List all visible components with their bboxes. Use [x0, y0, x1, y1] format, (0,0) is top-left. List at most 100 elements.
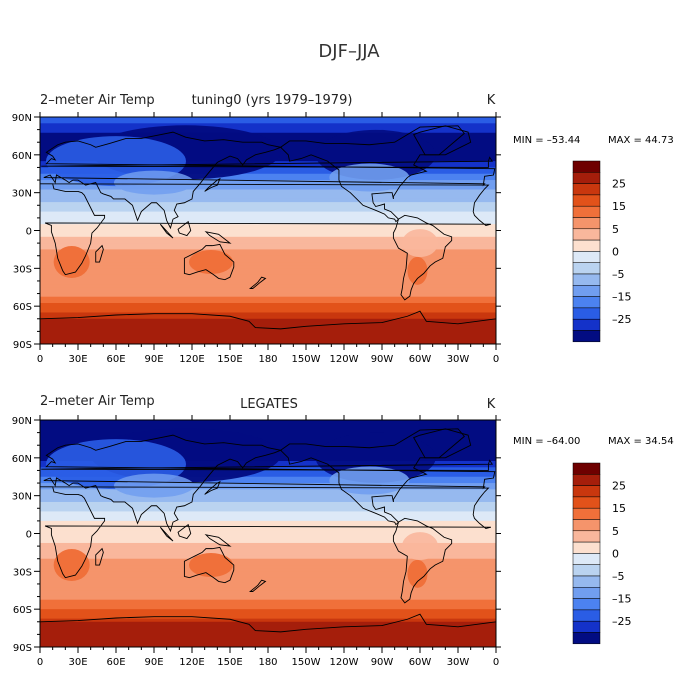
x-tick-label: 0 — [493, 354, 499, 365]
coastline — [204, 534, 232, 547]
zonal-band — [40, 568, 496, 572]
coastline — [177, 220, 192, 237]
colorbar-swatch — [572, 285, 601, 297]
colorbar-swatch — [572, 160, 601, 173]
coastline — [40, 486, 492, 579]
zonal-band — [40, 615, 496, 620]
colorbar-label: –25 — [612, 615, 632, 628]
y-tick-label: 90N — [12, 113, 32, 124]
zonal-band — [40, 132, 496, 137]
coastline — [41, 459, 494, 471]
zonal-band — [40, 277, 496, 282]
coastline — [40, 310, 496, 344]
zonal-band — [40, 195, 496, 200]
zonal-band — [40, 618, 496, 623]
zonal-band — [40, 135, 496, 140]
amazon-warm — [402, 229, 438, 258]
colorbar-swatch — [572, 564, 601, 577]
australia-warm — [189, 553, 233, 578]
x-tick-label: 30W — [447, 657, 470, 668]
zonal-band — [40, 599, 496, 604]
colorbar-swatch — [572, 251, 601, 263]
panel-bottom: 2–meter Air Temp LEGATES K MIN = –64.00 … — [12, 394, 674, 668]
zonal-band — [40, 420, 496, 424]
max-label: MAX = 44.73 — [608, 135, 674, 146]
zonal-band — [40, 574, 496, 579]
y-tick-label: 90S — [13, 340, 32, 351]
zonal-band — [40, 489, 496, 494]
zonal-band — [40, 249, 496, 254]
colorbar-swatch — [572, 485, 601, 498]
colorbar-label: 5 — [612, 525, 619, 538]
zonal-band — [40, 429, 496, 434]
coastline — [204, 231, 232, 244]
zonal-band — [40, 580, 496, 585]
zonal-band — [40, 265, 496, 269]
x-tick-label: 30E — [68, 657, 87, 668]
zonal-band — [40, 558, 496, 563]
x-tick-label: 0 — [37, 657, 43, 668]
min-label: MIN = –53.44 — [513, 135, 580, 146]
zonal-band — [40, 214, 496, 219]
zonal-band — [40, 473, 496, 478]
coastline — [392, 517, 453, 604]
x-tick-label: 150W — [292, 657, 321, 668]
zonal-band — [40, 230, 496, 235]
coastline — [249, 579, 267, 592]
zonal-band — [40, 192, 496, 197]
zonal-band — [40, 479, 496, 484]
zonal-band — [40, 612, 496, 616]
x-tick-label: 0 — [493, 657, 499, 668]
colorbar-label: 25 — [612, 178, 626, 191]
zonal-band — [40, 470, 496, 475]
coastline — [183, 546, 235, 584]
coastline — [204, 177, 221, 192]
coastline — [95, 547, 104, 566]
x-tick-label: 90W — [371, 657, 394, 668]
zonal-band — [40, 602, 496, 607]
zonal-band — [40, 483, 496, 487]
zonal-band — [40, 274, 496, 279]
antarctica-warm — [40, 621, 496, 647]
zonal-band — [40, 552, 496, 557]
x-tick-label: 90E — [144, 354, 163, 365]
colorbar-label: 25 — [612, 480, 626, 493]
zonal-band — [40, 296, 496, 301]
coastline — [43, 131, 496, 230]
zonal-band — [40, 561, 496, 566]
zonal-band — [40, 609, 496, 613]
zonal-band — [40, 170, 496, 175]
zonal-band — [40, 284, 496, 288]
coastline — [204, 480, 221, 495]
zonal-band — [40, 606, 496, 610]
zonal-band — [40, 202, 496, 206]
min-label: MIN = –64.00 — [513, 436, 580, 447]
zonal-band — [40, 280, 496, 285]
y-tick-label: 90S — [13, 643, 32, 654]
zonal-band — [40, 498, 496, 503]
zonal-band — [40, 208, 496, 213]
zonal-band — [40, 167, 496, 172]
zonal-band — [40, 246, 496, 250]
colorbar-label: –5 — [612, 570, 625, 583]
colorbar-swatch — [572, 530, 601, 543]
zonal-band — [40, 233, 496, 238]
zonal-band — [40, 227, 496, 231]
x-tick-label: 120W — [330, 354, 359, 365]
zonal-band — [40, 293, 496, 298]
colorbar-swatch — [572, 194, 601, 207]
zonal-band — [40, 173, 496, 178]
zonal-band — [40, 252, 496, 257]
y-tick-label: 30S — [13, 567, 32, 578]
zonal-band — [40, 587, 496, 591]
colorbar-swatch — [572, 553, 601, 565]
colorbar-label: –15 — [612, 291, 632, 304]
zonal-band — [40, 205, 496, 209]
colorbar-swatch — [572, 620, 601, 633]
y-tick-label: 0 — [26, 530, 32, 541]
panel-top: 2–meter Air Temp tuning0 (yrs 1979–1979)… — [12, 93, 674, 365]
x-tick-label: 150E — [217, 657, 242, 668]
colorbar-label: 15 — [612, 200, 626, 213]
zonal-band — [40, 438, 496, 443]
